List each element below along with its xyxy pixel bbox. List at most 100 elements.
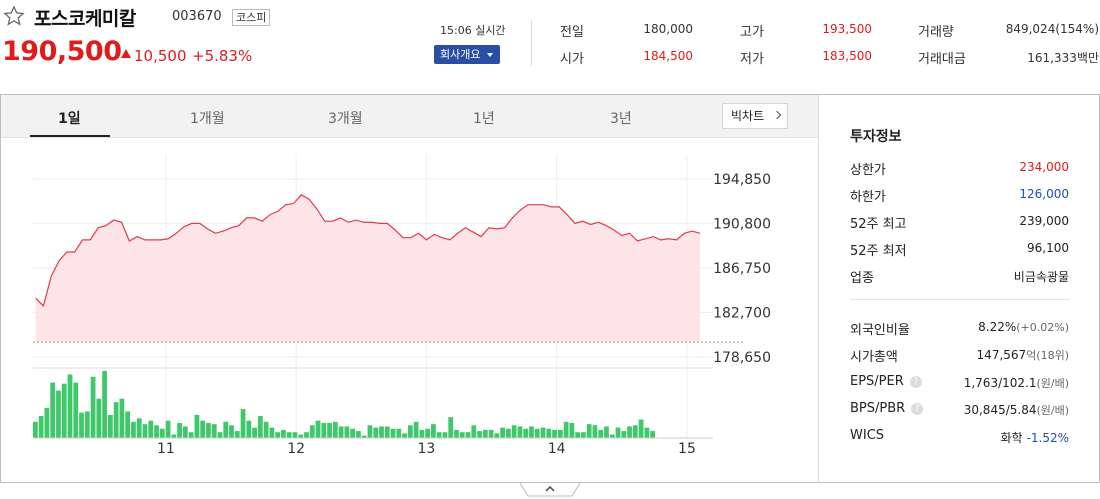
investment-value-extra: (원/배) [1036,404,1069,417]
realtime-timestamp: 15:06 실시간 [440,24,506,37]
volume-bar [240,409,246,438]
volume-bar [200,420,206,438]
investment-label: BPS/PBR? [850,401,924,416]
volume-bar [436,432,442,438]
investment-value-extra: 억(18위) [1026,349,1069,362]
volume-bar [500,427,506,438]
investment-value: 147,567억(18위) [977,347,1069,363]
volume-bar [61,383,67,438]
collapse-handle[interactable] [520,483,580,499]
price-line [35,194,701,308]
investment-value-text: 8.22% [978,320,1017,334]
volume-bar [223,421,229,438]
help-icon[interactable]: ? [911,402,924,415]
period-tab[interactable]: 1개월 [190,111,225,127]
volume-bar [142,424,148,438]
quote-value: 849,024(154%) [1005,22,1099,36]
sidebar-divider [850,299,1070,300]
investment-value-text: 1,763/102.1 [963,376,1037,390]
volume-bar [131,421,136,438]
y-tick-label: 186,750 [713,261,771,277]
investment-value: 30,845/5.84(원/배) [964,402,1069,418]
volume-bar [650,431,655,438]
volume-bar [482,429,488,438]
volume-bar [211,424,217,438]
volume-bar [344,426,350,438]
investment-value-extra: (원/배) [1036,377,1069,390]
volume-bar [107,414,113,438]
market-badge: 코스피 [232,9,271,26]
investment-value: 234,000 [1019,160,1069,174]
volume-bar [529,426,534,438]
volume-bar [113,402,119,438]
y-tick-label: 178,650 [713,350,771,366]
quote-label: 거래대금 [918,52,966,67]
volume-bar [494,433,500,438]
price-change: 10,500 [134,47,187,65]
investment-label: 외국인비율 [850,319,910,338]
volume-bar [350,428,356,438]
investment-value: 126,000 [1019,187,1069,201]
volume-bar [581,432,586,438]
volume-bar [125,411,131,438]
up-arrow-icon [121,49,131,58]
favorite-star-icon[interactable] [3,5,25,27]
bigchart-button[interactable]: 빅차트 [722,103,788,129]
bigchart-label: 빅차트 [731,109,765,123]
x-tick-label: 15 [678,441,696,457]
volume-bar [327,422,332,438]
volume-bar [188,432,194,438]
volume-bar [361,435,367,438]
y-tick-label: 190,800 [713,216,771,232]
investment-value-extra: (+0.02%) [1016,321,1069,334]
volume-bar [419,429,425,438]
volume-bar [604,426,609,438]
volume-bar [286,432,292,438]
period-tab[interactable]: 1일 [58,111,81,127]
volume-bar [477,431,482,438]
volume-bar [356,431,361,438]
y-tick-label: 182,700 [713,305,771,321]
y-tick-label: 194,850 [713,172,771,188]
period-tab[interactable]: 3년 [610,111,632,127]
investment-label: 시가총액 [850,346,898,365]
volume-bar [292,432,298,438]
period-tab[interactable]: 3개월 [328,111,363,127]
caret-down-icon [487,53,493,57]
volume-bar [338,426,344,438]
investment-label-text: EPS/PER [850,374,904,389]
stock-name: 포스코케미칼 [34,8,136,30]
investment-value: 96,100 [1027,241,1069,255]
volume-bar [384,426,390,438]
investment-value-text: 30,845/5.84 [963,403,1037,417]
volume-bar [517,426,523,438]
volume-bar [592,425,598,438]
volume-bar [79,412,84,438]
volume-bar [275,432,281,438]
quote-value: 184,500 [643,49,693,63]
investment-value: 8.22%(+0.02%) [978,320,1069,334]
volume-bar [454,429,459,438]
volume-bar [171,434,177,438]
investment-label: 상한가 [850,163,886,178]
volume-bar [90,376,96,438]
investment-value: 239,000 [1019,214,1069,228]
investment-label: EPS/PER? [850,374,922,389]
volume-bar [546,428,552,438]
company-overview-label: 회사개요 [440,48,481,61]
period-tab[interactable]: 1년 [473,111,495,127]
volume-bar [644,427,650,438]
investment-sidebar [818,95,1099,482]
volume-bar [557,429,563,438]
volume-bar [217,432,223,438]
volume-bar [632,425,638,438]
volume-bar [523,428,529,438]
volume-bar [269,427,275,438]
company-overview-button[interactable]: 회사개요 [434,45,500,64]
volume-bar [332,421,338,438]
investment-value: 화학 -1.52% [1000,429,1069,446]
quote-value: 180,000 [643,22,693,36]
help-icon[interactable]: ? [909,375,922,388]
volume-bar [229,425,234,438]
